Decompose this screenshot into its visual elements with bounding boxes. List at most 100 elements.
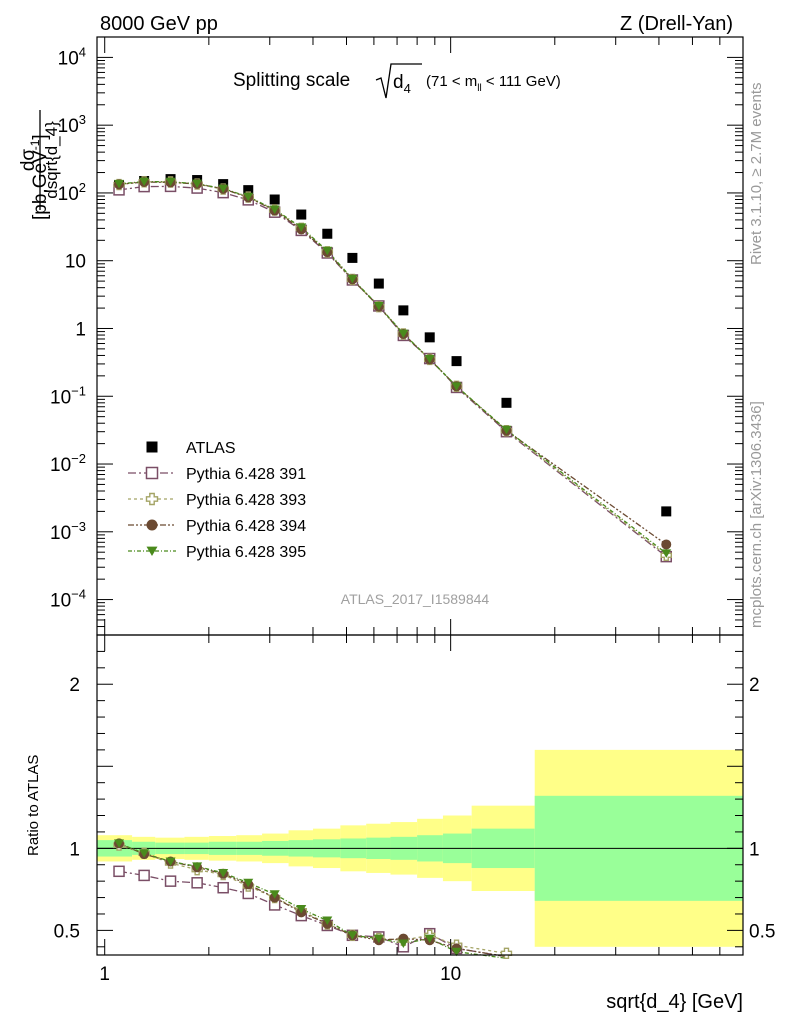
ratio-line-pythia-6-428-395 <box>118 842 507 959</box>
y-axis-unit-main: [pb,GeV-1] <box>28 134 51 220</box>
ratio-point-pythia-6-428-391 <box>113 865 125 878</box>
legend: ATLAS Pythia 6.428 391 Pythia 6.428 393 Pyt… <box>128 440 306 561</box>
title-range-end: < 111 GeV) <box>482 73 561 90</box>
point-pythia-6-428-395 <box>424 354 435 364</box>
ratio-point-pythia-6-428-391 <box>191 877 203 889</box>
y-tick-label-ratio-right: 2 <box>749 675 760 696</box>
title-range-sub: ll <box>477 83 481 94</box>
y-tick-label-main: 10−3 <box>50 519 86 544</box>
y-tick-label-main: 10−1 <box>50 383 86 408</box>
point-pythia-6-428-395 <box>398 329 409 339</box>
svg-text:(71 < mll < 111 GeV): (71 < mll < 111 GeV) <box>426 73 561 94</box>
y-tick-label-ratio-right: 1 <box>749 839 760 860</box>
title-main: Splitting scale <box>233 70 350 91</box>
y-tick-label-exp: 2 <box>79 180 86 195</box>
ratio-bands <box>97 749 743 947</box>
legend-label: Pythia 6.428 391 <box>186 466 306 483</box>
y-tick-label-main: 10−2 <box>50 451 86 476</box>
ratio-point-pythia-6-428-391 <box>217 881 229 894</box>
point-atlas <box>322 228 333 239</box>
y-tick-label-main: 1 <box>75 319 86 340</box>
ratio-point-pythia-6-428-395 <box>243 878 254 888</box>
ratio-point-pythia-6-428-395 <box>296 905 307 914</box>
y-axis-label-ratio: Ratio to ATLAS <box>25 755 42 856</box>
ratio-point-pythia-6-428-395 <box>218 868 229 878</box>
ratio-point-pythia-6-428-395 <box>347 931 358 940</box>
y-tick-label-main: 103 <box>58 112 86 137</box>
y-tick-label-exp: −4 <box>71 587 86 602</box>
y-tick-label-base: 10 <box>65 252 86 273</box>
legend-marker <box>145 492 159 506</box>
point-pythia-6-428-395 <box>165 177 176 187</box>
y-tick-label-main: 10−4 <box>50 587 86 612</box>
legend-marker <box>145 466 159 480</box>
header-right: Z (Drell-Yan) <box>620 13 733 35</box>
axes <box>96 36 744 956</box>
point-atlas <box>501 397 512 408</box>
point-pythia-6-428-394 <box>661 539 672 550</box>
ratio-plot-frame <box>96 634 744 956</box>
point-atlas <box>296 209 307 220</box>
legend-marker <box>146 441 158 453</box>
side-label-mcplots: mcplots.cern.ch [arXiv:1306.3436] <box>748 401 765 628</box>
ratio-point-pythia-6-428-395 <box>139 849 150 858</box>
y-tick-label-base: 10 <box>50 591 71 612</box>
title-symbol: d <box>393 72 404 93</box>
legend-label: Pythia 6.428 394 <box>186 518 306 535</box>
data-points <box>113 174 673 960</box>
point-pythia-6-428-395 <box>451 382 462 391</box>
point-atlas <box>269 194 280 205</box>
point-pythia-6-428-395 <box>218 184 229 194</box>
header-left: 8000 GeV pp <box>100 13 218 35</box>
point-pythia-6-428-395 <box>296 223 307 232</box>
legend-label: Pythia 6.428 393 <box>186 492 306 509</box>
y-tick-label-main: 104 <box>58 44 86 69</box>
y-tick-label-exp: −3 <box>71 519 86 534</box>
y-tick-label-base: 10 <box>58 48 79 69</box>
point-pythia-6-428-395 <box>661 549 672 558</box>
point-atlas <box>451 356 462 367</box>
x-tick-label: 10 <box>440 964 461 985</box>
ratio-point-pythia-6-428-395 <box>322 916 333 926</box>
y-tick-label-base: 10 <box>50 523 71 544</box>
ratio-point-pythia-6-428-391 <box>138 869 150 882</box>
point-atlas <box>424 332 435 343</box>
ylabel-numerator: dσ <box>18 149 39 172</box>
series-line-pythia-6-428-395 <box>118 180 667 554</box>
legend-marker <box>146 519 158 531</box>
y-tick-label-exp: 3 <box>79 112 86 127</box>
point-atlas <box>373 278 384 289</box>
point-pythia-6-428-395 <box>114 179 125 189</box>
point-pythia-6-428-395 <box>269 205 280 214</box>
y-tick-label-ratio-left: 2 <box>69 675 80 696</box>
y-tick-label-main: 102 <box>58 180 86 205</box>
point-pythia-6-428-395 <box>139 177 150 187</box>
ratio-point-pythia-6-428-395 <box>269 890 280 899</box>
x-axis-label: sqrt{d_4} [GeV] <box>606 991 743 1013</box>
ratio-point-pythia-6-428-393 <box>500 947 513 960</box>
ratio-point-pythia-6-428-395 <box>451 947 462 957</box>
legend-label: Pythia 6.428 395 <box>186 544 306 561</box>
point-pythia-6-428-395 <box>322 246 333 256</box>
point-pythia-6-428-395 <box>243 192 254 202</box>
sqrt-symbol <box>375 63 422 99</box>
title-range: (71 < m <box>426 73 477 90</box>
y-tick-label-ratio-right: 0.5 <box>749 921 775 942</box>
side-label-rivet: Rivet 3.1.10, ≥ 2.7M events <box>748 83 765 266</box>
svg-text:d4: d4 <box>393 72 411 96</box>
point-atlas <box>398 305 409 316</box>
point-pythia-6-428-395 <box>373 301 384 311</box>
point-atlas <box>347 252 358 263</box>
ratio-point-pythia-6-428-395 <box>192 862 203 871</box>
x-tick-label: 1 <box>99 964 110 985</box>
y-tick-label-base: 10 <box>58 184 79 205</box>
ratio-point-pythia-6-428-395 <box>373 934 384 944</box>
series-line-pythia-6-428-391 <box>118 185 667 558</box>
ratio-point-pythia-6-428-395 <box>165 857 176 866</box>
ratio-point-pythia-6-428-395 <box>424 934 435 944</box>
analysis-id: ATLAS_2017_I1589844 <box>341 591 490 607</box>
legend-label: ATLAS <box>186 440 236 457</box>
y-tick-label-main: 10 <box>65 252 86 273</box>
